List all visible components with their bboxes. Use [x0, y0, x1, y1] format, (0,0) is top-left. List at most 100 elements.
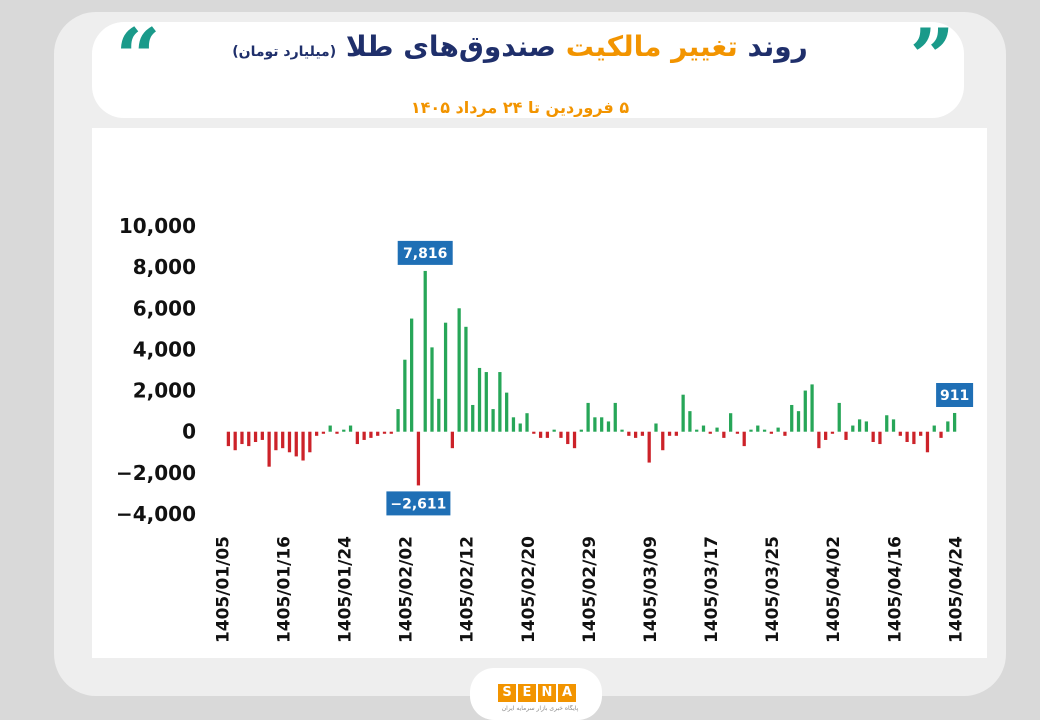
bar [762, 429, 767, 432]
bar [688, 411, 692, 432]
bar [593, 417, 597, 432]
logo-tagline: پایگاه خبری بازار سرمایه ایران [501, 705, 579, 712]
bar [321, 431, 326, 434]
bar [403, 359, 407, 432]
x-tick-label: 1405/04/16 [885, 536, 905, 643]
bar [382, 431, 387, 434]
y-tick-label: 0 [182, 420, 196, 444]
title-part-gold-funds: صندوق‌های طلا [345, 30, 556, 63]
bar [450, 431, 454, 449]
logo-letter-s: S [498, 684, 516, 702]
bar [932, 425, 936, 432]
bar [410, 318, 414, 432]
bar [742, 431, 746, 447]
bar [315, 431, 319, 436]
bar [749, 429, 753, 432]
bar [729, 413, 733, 432]
bar [260, 431, 264, 440]
bar [830, 431, 835, 434]
bar [552, 429, 556, 432]
bar [294, 431, 298, 457]
bar-chart: 10,000 8,000 6,000 4,000 2,000 0 −2,000 −4,000 1… [116, 214, 1028, 643]
title-part-trend: روند [747, 30, 808, 63]
bar [335, 431, 339, 434]
bar [240, 431, 244, 445]
bar [878, 431, 882, 445]
bar [627, 431, 631, 436]
bar [498, 372, 502, 432]
bar [328, 425, 332, 432]
logo-tab [470, 668, 602, 720]
bar [654, 423, 658, 432]
x-tick-label: 1405/02/12 [458, 536, 478, 643]
bar [226, 431, 231, 447]
bar [647, 431, 651, 463]
title-banner [92, 22, 964, 118]
data-label-box [397, 240, 453, 265]
bar [952, 412, 957, 432]
bar [253, 431, 258, 442]
bar [281, 431, 285, 449]
bar [667, 431, 672, 436]
bar [864, 421, 869, 432]
bar [572, 431, 577, 449]
bar [389, 431, 393, 434]
bar [891, 419, 896, 432]
bar [912, 431, 916, 445]
bar [783, 431, 787, 436]
y-tick-label: −2,000 [116, 461, 196, 485]
bar [844, 431, 848, 440]
y-tick-label: −4,000 [116, 502, 196, 526]
bar [796, 411, 801, 432]
bar [885, 415, 889, 432]
y-tick-label: 10,000 [119, 214, 196, 238]
bar [939, 431, 943, 438]
x-tick-label: 1405/01/24 [336, 536, 356, 643]
bar [518, 423, 522, 432]
bar [946, 421, 950, 432]
bar [633, 431, 638, 438]
bar [701, 425, 706, 432]
bar [708, 431, 712, 434]
bar [342, 429, 346, 432]
bar [308, 431, 312, 453]
bar [661, 431, 665, 451]
bar [769, 431, 773, 434]
bar [586, 402, 590, 432]
bar [267, 431, 271, 467]
bar [579, 429, 583, 432]
bar [715, 427, 719, 432]
bar [376, 431, 380, 436]
bar [505, 392, 509, 432]
title-unit: (میلیارد تومان) [232, 44, 337, 60]
bar [369, 431, 373, 438]
bar [695, 429, 699, 432]
bar [640, 431, 645, 436]
x-tick-label: 1405/04/24 [946, 536, 966, 643]
x-tick-label: 1405/02/20 [519, 536, 539, 643]
bar [362, 431, 366, 440]
bar [735, 431, 740, 434]
chart-panel: 10,000 8,000 6,000 4,000 2,000 0 −2,000 −4,000 1… [92, 128, 1028, 658]
bar [396, 409, 400, 432]
date-range-subtitle: ۵ فروردین تا ۲۴ مرداد ۱۴۰۵ [410, 98, 630, 117]
bar [457, 308, 461, 432]
logo-letter-a: A [558, 684, 576, 702]
x-tick-label: 1405/01/05 [213, 536, 233, 643]
x-tick-label: 1405/03/17 [702, 536, 722, 643]
bar [437, 398, 441, 432]
bar [247, 431, 251, 447]
bar [674, 431, 678, 436]
bar [817, 431, 821, 449]
data-label: 911 [940, 388, 969, 404]
bar [606, 421, 611, 432]
bar [871, 431, 875, 442]
bar [525, 413, 529, 432]
bar [722, 431, 726, 438]
bar [287, 431, 292, 453]
bar [613, 402, 617, 432]
bar [756, 425, 760, 432]
bar [477, 367, 482, 432]
bar [857, 419, 862, 432]
title-part-ownership-change: تغییر مالکیت [565, 30, 738, 63]
